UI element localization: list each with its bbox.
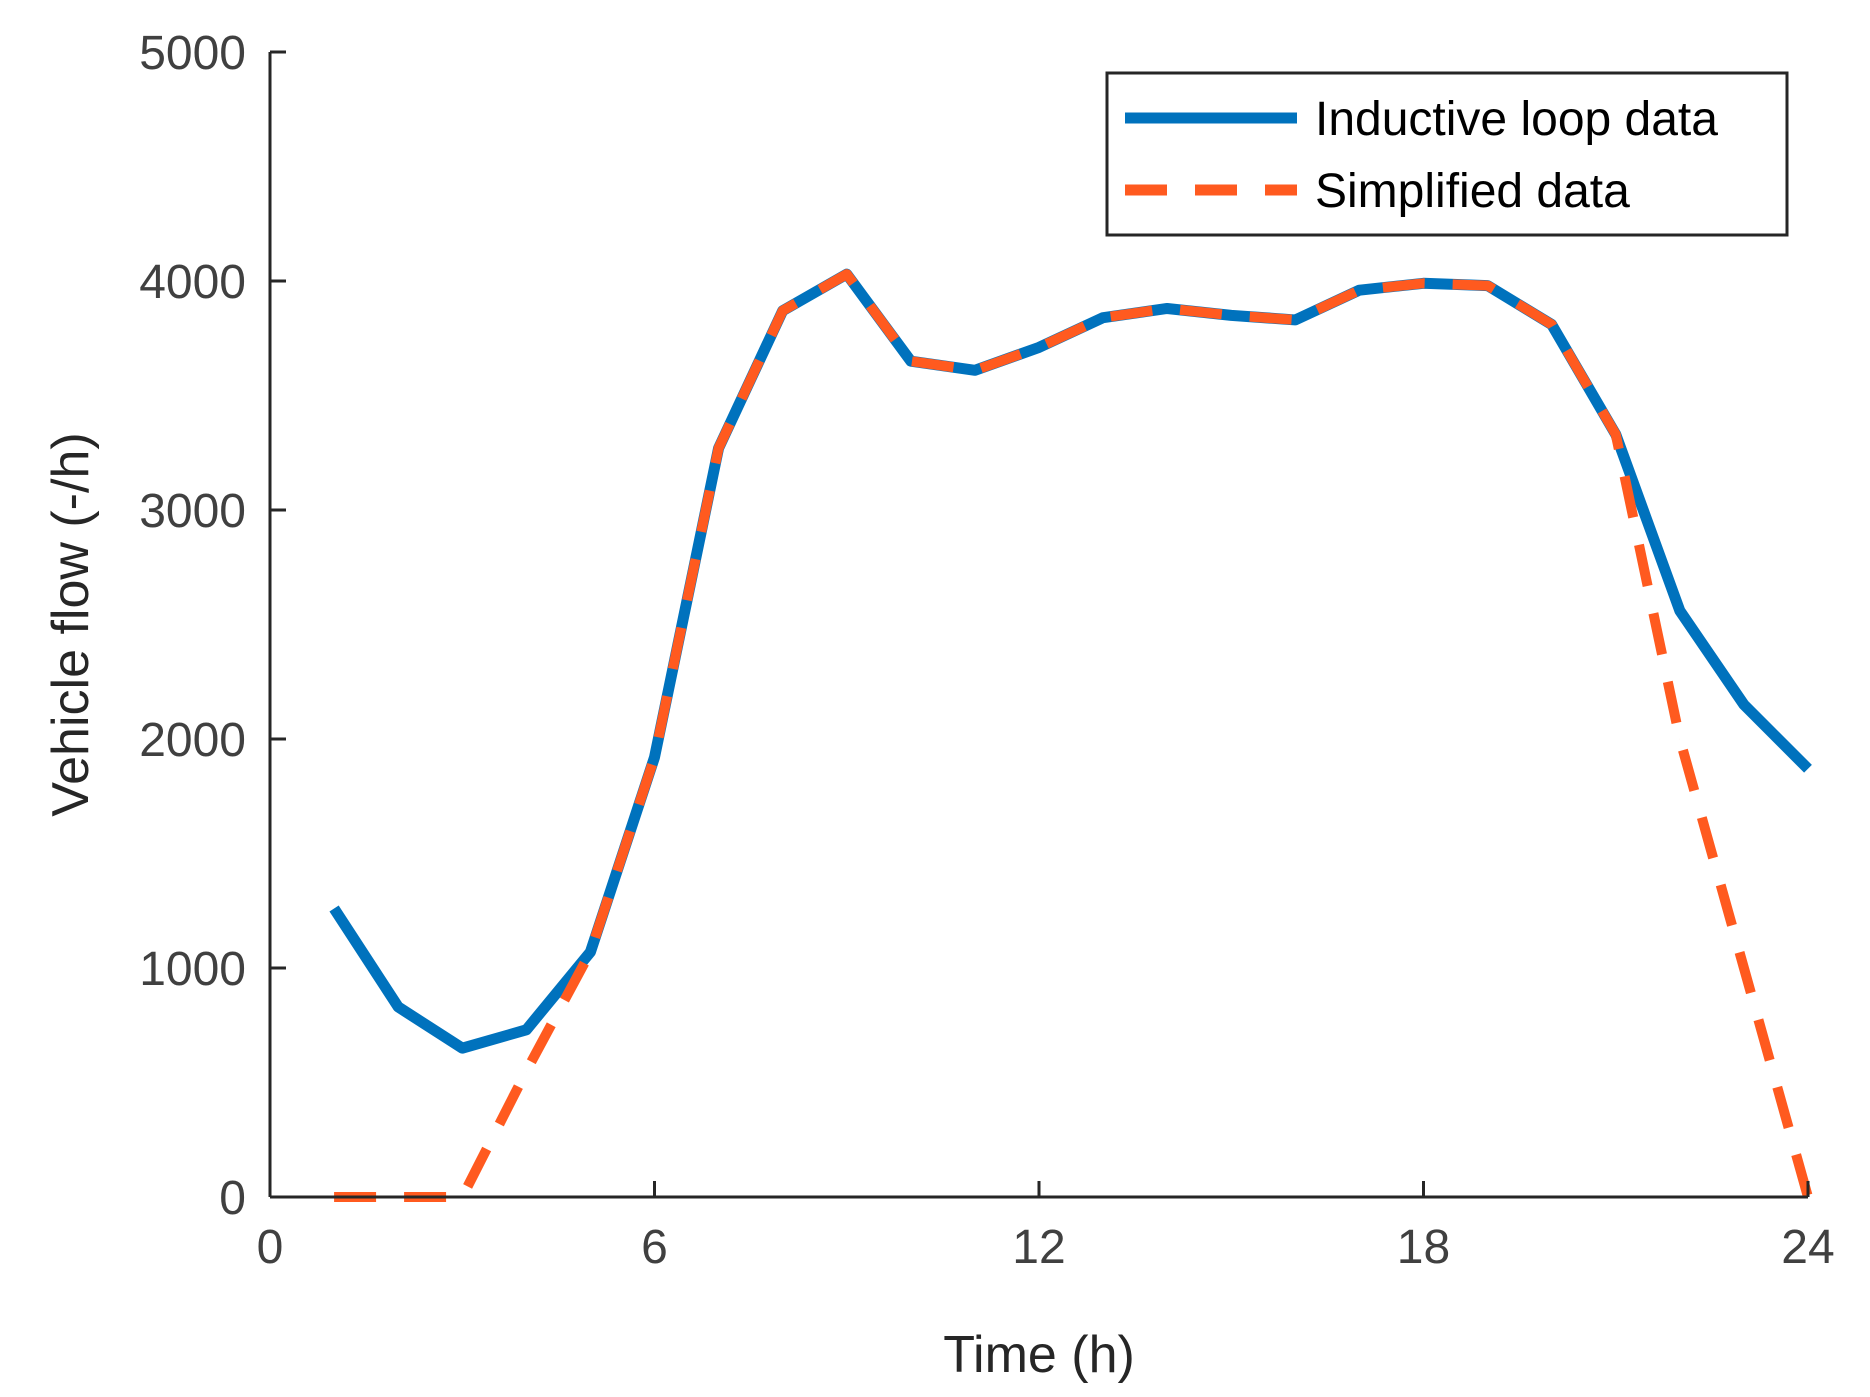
y-tick-label: 0	[219, 1172, 246, 1225]
y-axis-ticks: 0 1000 2000 3000 4000 5000	[139, 27, 286, 1225]
x-tick-label: 24	[1781, 1221, 1834, 1274]
legend-label-simplified: Simplified data	[1315, 165, 1630, 218]
legend-label-inductive-loop: Inductive loop data	[1315, 93, 1718, 146]
series-line-simplified	[334, 269, 1813, 1202]
x-axis-title: Time (h)	[943, 1326, 1135, 1384]
y-tick-label: 5000	[139, 27, 246, 80]
legend-box	[1105, 71, 1789, 237]
x-tick-label: 18	[1397, 1221, 1450, 1274]
y-tick-label: 4000	[139, 256, 246, 309]
legend: Inductive loop data Simplified data	[1105, 71, 1789, 237]
x-tick-label: 12	[1012, 1221, 1065, 1274]
x-tick-label: 0	[257, 1221, 284, 1274]
y-tick-label: 2000	[139, 714, 246, 767]
plot-area	[329, 268, 1813, 1202]
x-tick-label: 6	[641, 1221, 668, 1274]
y-tick-label: 1000	[139, 943, 246, 996]
y-axis-title: Vehicle flow (-/h)	[42, 432, 100, 816]
series-line-inductive-loop	[329, 268, 1812, 1054]
y-tick-label: 3000	[139, 485, 246, 538]
x-axis-ticks: 0 6 12 18 24	[257, 1181, 1835, 1274]
